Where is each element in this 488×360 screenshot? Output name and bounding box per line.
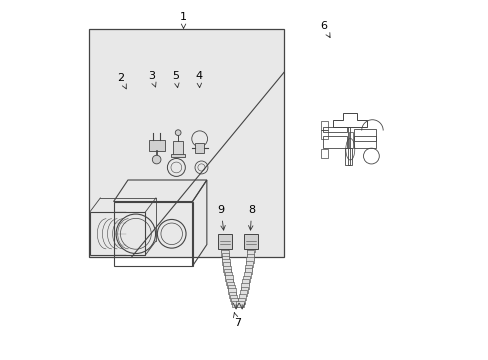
FancyBboxPatch shape (247, 246, 254, 252)
FancyBboxPatch shape (221, 246, 228, 252)
FancyBboxPatch shape (245, 265, 252, 271)
Bar (88, 30, 284, 257)
Text: 5: 5 (172, 71, 179, 87)
FancyBboxPatch shape (246, 254, 253, 260)
Text: 3: 3 (147, 71, 156, 87)
Text: 9: 9 (217, 206, 225, 230)
FancyBboxPatch shape (243, 276, 250, 282)
Bar (171, 154, 185, 157)
FancyBboxPatch shape (244, 272, 250, 278)
Text: 4: 4 (195, 71, 202, 87)
Text: 8: 8 (247, 206, 255, 230)
FancyBboxPatch shape (245, 261, 252, 267)
FancyBboxPatch shape (228, 288, 235, 294)
FancyBboxPatch shape (222, 256, 229, 262)
Bar (148, 140, 164, 150)
FancyBboxPatch shape (230, 295, 237, 301)
Text: 6: 6 (319, 21, 329, 37)
FancyBboxPatch shape (221, 253, 228, 259)
FancyBboxPatch shape (223, 262, 230, 269)
FancyBboxPatch shape (239, 290, 246, 296)
FancyBboxPatch shape (231, 298, 238, 304)
FancyBboxPatch shape (232, 301, 239, 307)
FancyBboxPatch shape (221, 249, 228, 256)
Circle shape (175, 130, 181, 135)
Text: 2: 2 (117, 73, 126, 89)
FancyBboxPatch shape (225, 275, 232, 282)
FancyBboxPatch shape (238, 294, 245, 300)
FancyBboxPatch shape (222, 259, 229, 265)
FancyBboxPatch shape (226, 282, 234, 288)
FancyBboxPatch shape (224, 269, 231, 275)
Text: 7: 7 (233, 313, 241, 328)
Circle shape (152, 155, 161, 164)
FancyBboxPatch shape (217, 234, 231, 249)
Bar (321, 149, 327, 158)
FancyBboxPatch shape (244, 268, 251, 274)
Bar (173, 140, 183, 155)
Bar (321, 130, 327, 139)
FancyBboxPatch shape (241, 283, 248, 289)
FancyBboxPatch shape (223, 266, 230, 272)
Bar (321, 121, 327, 130)
FancyBboxPatch shape (224, 272, 231, 278)
FancyBboxPatch shape (244, 234, 258, 249)
FancyBboxPatch shape (229, 292, 236, 298)
FancyBboxPatch shape (225, 279, 233, 285)
FancyBboxPatch shape (237, 298, 244, 303)
Bar (195, 143, 204, 153)
FancyBboxPatch shape (240, 287, 247, 293)
FancyBboxPatch shape (242, 279, 249, 285)
FancyBboxPatch shape (227, 285, 234, 291)
FancyBboxPatch shape (246, 250, 254, 256)
Text: 1: 1 (180, 12, 186, 28)
FancyBboxPatch shape (236, 301, 243, 307)
FancyBboxPatch shape (246, 257, 253, 264)
